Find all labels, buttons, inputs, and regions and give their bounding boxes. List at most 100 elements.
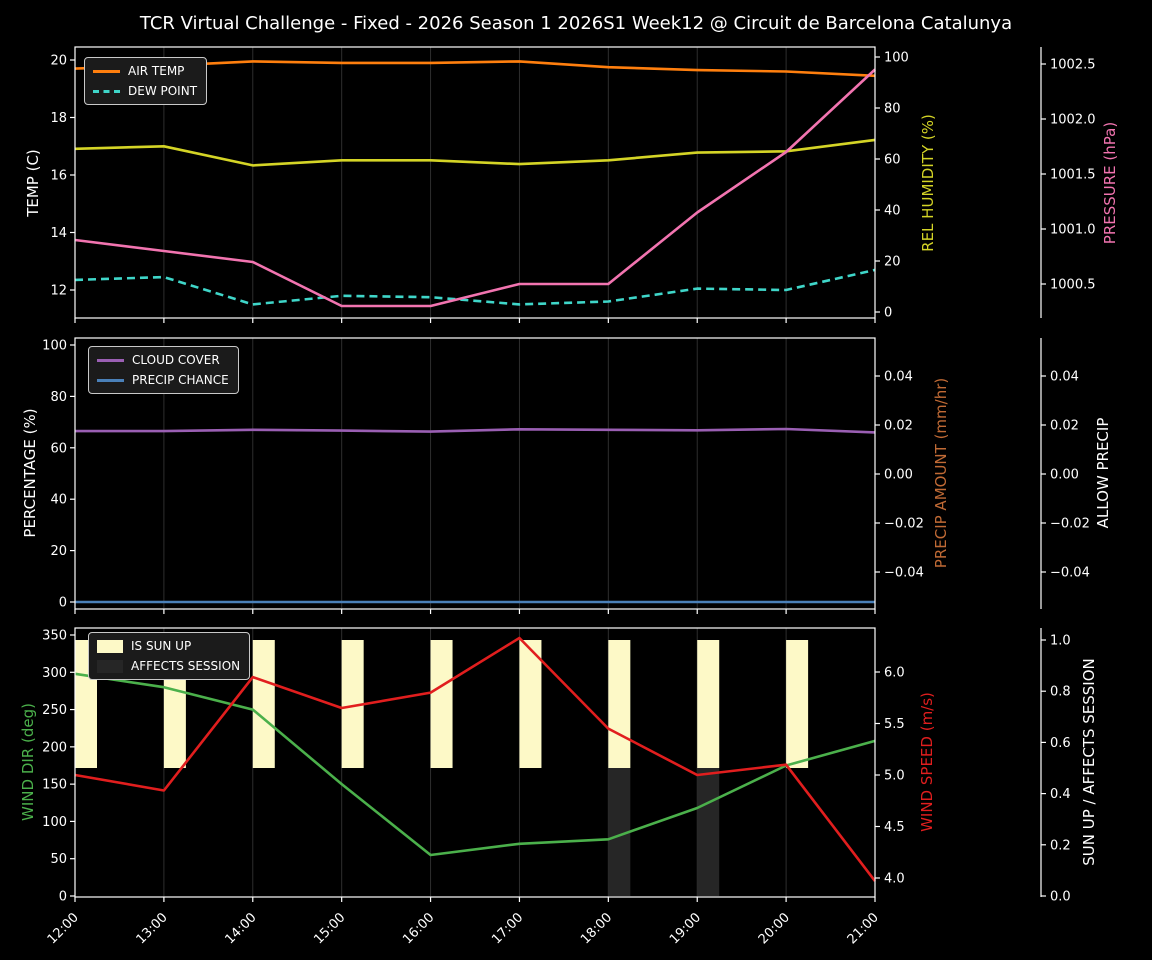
x-tick-label: 21:00 xyxy=(845,910,882,947)
right2-tick-label: 0.6 xyxy=(1050,736,1071,751)
left-tick-label: 18 xyxy=(50,111,67,126)
right2-tick-label: −0.04 xyxy=(1050,566,1090,581)
bar-is-sun-up xyxy=(519,640,542,768)
x-tick-label: 12:00 xyxy=(45,910,82,947)
left-tick-label: 200 xyxy=(42,740,67,755)
right2-tick-label: 0.0 xyxy=(1050,890,1071,905)
right2-tick-label: −0.02 xyxy=(1050,517,1090,532)
air-temp-line-swatch xyxy=(93,69,120,73)
series-rel-humidity xyxy=(74,138,876,167)
bar-is-sun-up xyxy=(341,640,364,768)
bar-is-sun-up xyxy=(697,640,720,768)
bar-is-sun-up xyxy=(252,640,275,768)
legend-item-dew-point: DEW POINT xyxy=(93,84,197,98)
right2-tick-label: 0.00 xyxy=(1050,468,1079,483)
right1-tick-label: 4.5 xyxy=(884,820,905,835)
x-tick-label: 17:00 xyxy=(489,910,526,947)
left-tick-label: 50 xyxy=(50,852,67,867)
percentage-axis-label: PERCENTAGE (%) xyxy=(21,408,39,538)
wind-dir-axis-label: WIND DIR (deg) xyxy=(19,703,37,821)
right1-tick-label: 6.0 xyxy=(884,666,905,681)
right1-tick-label: 0.00 xyxy=(884,468,913,483)
right1-tick-label: 0.02 xyxy=(884,419,913,434)
right1-tick-label: 20 xyxy=(884,255,901,270)
temp-axis-label: TEMP (C) xyxy=(24,149,42,217)
legend-temperature: AIR TEMP DEW POINT xyxy=(84,57,208,105)
right1-tick-label: 5.5 xyxy=(884,717,905,732)
right1-tick-label: 0 xyxy=(884,306,892,321)
left-tick-label: 12 xyxy=(50,284,67,299)
right2-tick-label: 0.4 xyxy=(1050,787,1071,802)
right1-tick-label: 5.0 xyxy=(884,769,905,784)
legend-item-affects-session: AFFECTS SESSION xyxy=(97,659,240,673)
legend-label-is-sun-up: IS SUN UP xyxy=(131,639,192,653)
humidity-axis-label: REL HUMIDITY (%) xyxy=(919,114,937,252)
right2-tick-label: 0.8 xyxy=(1050,685,1071,700)
left-tick-label: 100 xyxy=(42,815,67,830)
left-tick-label: 40 xyxy=(50,493,67,508)
left-tick-label: 60 xyxy=(50,441,67,456)
left-tick-label: 20 xyxy=(50,54,67,69)
dew-point-line-swatch xyxy=(93,89,120,93)
x-tick-label: 18:00 xyxy=(578,910,615,947)
series-cloud-cover xyxy=(75,427,876,434)
x-tick-label: 20:00 xyxy=(756,910,793,947)
left-tick-label: 100 xyxy=(42,339,67,354)
legend-cloud-precip: CLOUD COVER PRECIP CHANCE xyxy=(88,346,239,394)
right2-tick-label: 1001.0 xyxy=(1050,223,1096,238)
legend-label-precip-chance: PRECIP CHANCE xyxy=(132,373,229,387)
legend-label-cloud-cover: CLOUD COVER xyxy=(132,353,220,367)
right1-tick-label: −0.02 xyxy=(884,517,924,532)
x-tick-label: 16:00 xyxy=(400,910,437,947)
legend-item-precip-chance: PRECIP CHANCE xyxy=(97,373,229,387)
precip-amount-axis-label: PRECIP AMOUNT (mm/hr) xyxy=(932,377,950,569)
right1-tick-label: 40 xyxy=(884,204,901,219)
left-tick-label: 16 xyxy=(50,169,67,184)
right2-tick-label: 1001.5 xyxy=(1050,168,1096,183)
affects-session-patch-swatch xyxy=(97,659,123,673)
sun-up-axis-label: SUN UP / AFFECTS SESSION xyxy=(1080,658,1098,866)
left-tick-label: 20 xyxy=(50,544,67,559)
axes-frame xyxy=(74,627,876,898)
right1-tick-label: 0.04 xyxy=(884,370,913,385)
precip-chance-line-swatch xyxy=(97,378,124,382)
left-tick-label: 0 xyxy=(59,596,67,611)
legend-label-air-temp: AIR TEMP xyxy=(128,64,185,78)
x-tick-label: 19:00 xyxy=(667,910,704,947)
bar-is-sun-up xyxy=(608,640,631,768)
right1-tick-label: 80 xyxy=(884,102,901,117)
bar-is-sun-up xyxy=(430,640,453,768)
x-tick-label: 15:00 xyxy=(311,910,348,947)
legend-label-affects-session: AFFECTS SESSION xyxy=(131,659,241,673)
bar-is-sun-up xyxy=(786,640,809,768)
legend-item-air-temp: AIR TEMP xyxy=(93,64,197,78)
legend-item-is-sun-up: IS SUN UP xyxy=(97,639,240,653)
right2-tick-label: 1002.0 xyxy=(1050,113,1096,128)
x-tick-label: 14:00 xyxy=(223,910,260,947)
allow-precip-axis-label: ALLOW PRECIP xyxy=(1094,417,1112,529)
wind-speed-axis-label: WIND SPEED (m/s) xyxy=(918,692,936,832)
right1-tick-label: 60 xyxy=(884,153,901,168)
cloud-cover-line-swatch xyxy=(97,358,124,362)
right2-tick-label: 1000.5 xyxy=(1050,278,1096,293)
right2-tick-label: 0.04 xyxy=(1050,370,1079,385)
is-sun-up-patch-swatch xyxy=(97,639,123,653)
legend-label-dew-point: DEW POINT xyxy=(128,84,198,98)
series-pressure xyxy=(74,68,876,308)
right2-tick-label: 1002.5 xyxy=(1050,58,1096,73)
left-tick-label: 300 xyxy=(42,666,67,681)
right1-tick-label: −0.04 xyxy=(884,566,924,581)
series-wind-speed xyxy=(74,636,877,882)
right2-tick-label: 1.0 xyxy=(1050,634,1071,649)
left-tick-label: 80 xyxy=(50,390,67,405)
bar-affects-session xyxy=(608,768,631,896)
left-tick-label: 14 xyxy=(50,226,67,241)
right2-tick-label: 0.02 xyxy=(1050,419,1079,434)
legend-sun-session: IS SUN UP AFFECTS SESSION xyxy=(88,632,251,680)
left-tick-label: 0 xyxy=(59,890,67,905)
right2-tick-label: 0.2 xyxy=(1050,838,1071,853)
left-tick-label: 250 xyxy=(42,703,67,718)
series-wind-dir xyxy=(74,672,876,857)
